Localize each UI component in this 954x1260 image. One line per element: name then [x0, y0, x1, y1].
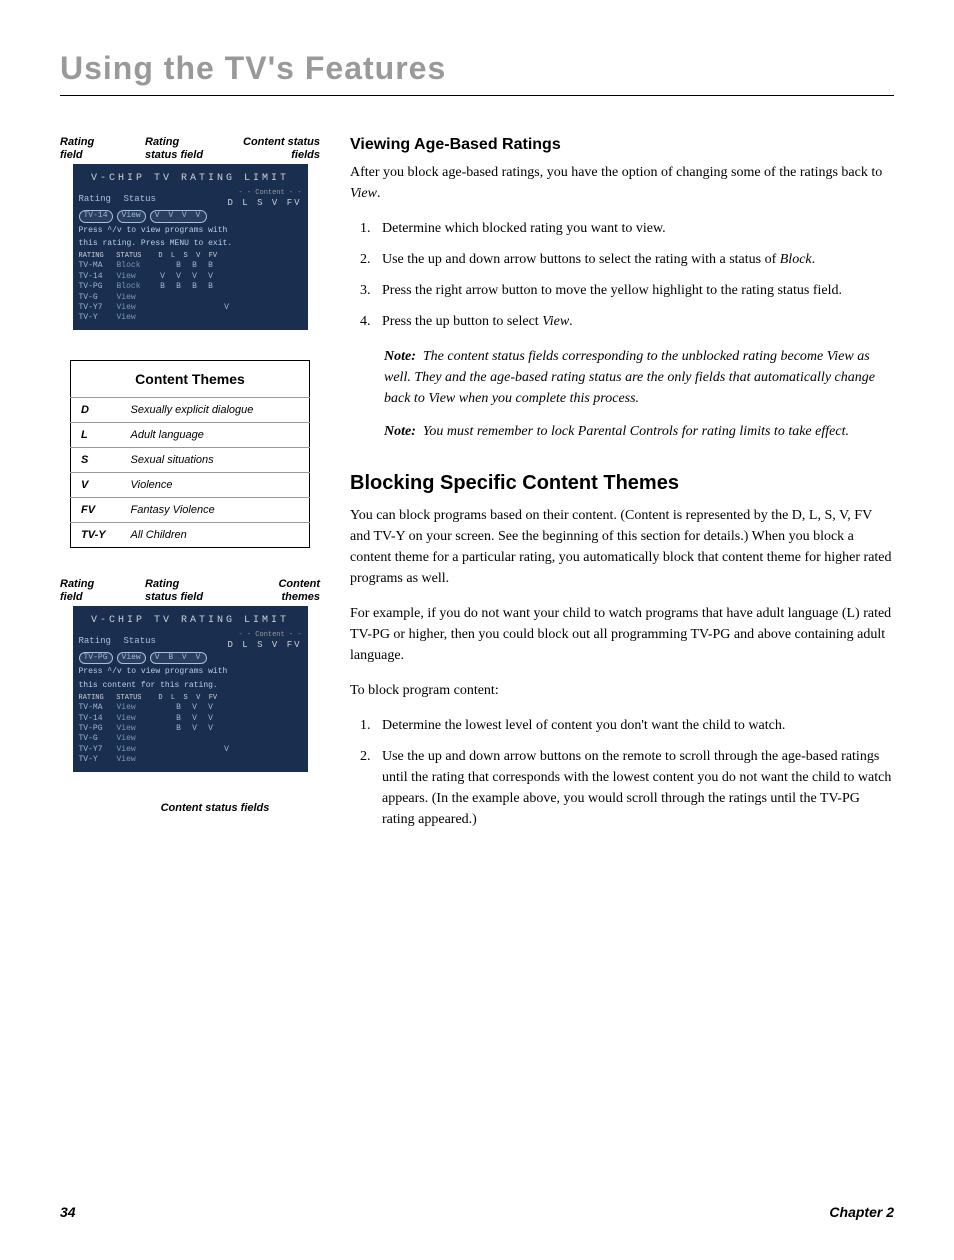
section2-steps: Determine the lowest level of content yo…: [350, 715, 894, 830]
rating-row: TV-14ViewVVVV: [79, 272, 302, 282]
fig1-label-rating: Rating field: [60, 136, 110, 162]
rating-row: TV-MABlockBBB: [79, 261, 302, 271]
rating-row: TV-PGBlockBBBB: [79, 282, 302, 292]
vchip-title-2: V-CHIP TV RATING LIMIT: [79, 614, 302, 627]
fig2-label-rating: Rating field: [60, 578, 110, 604]
rating-row: TV-YView: [79, 313, 302, 323]
section1-intro: After you block age-based ratings, you h…: [350, 162, 894, 204]
theme-row: SSexual situations: [71, 447, 310, 472]
section2-p2: For example, if you do not want your chi…: [350, 603, 894, 666]
status-header-2: Status: [124, 636, 174, 648]
selected-rating-pill-2: TV-PG: [79, 652, 113, 664]
section1-note2: Note: You must remember to lock Parental…: [384, 421, 894, 442]
selected-cells-pill-2: V B V V: [150, 652, 208, 664]
status-header: Status: [124, 194, 174, 206]
vchip-title-1: V-CHIP TV RATING LIMIT: [79, 172, 302, 185]
content-hint-2: - - Content - -: [174, 631, 302, 640]
rating-row: TV-GView: [79, 734, 302, 744]
s1-step3: Press the right arrow button to move the…: [374, 280, 894, 301]
chapter-label: Chapter 2: [829, 1204, 894, 1220]
section2-p3: To block program content:: [350, 680, 894, 701]
help-line-2-b: this content for this rating.: [79, 681, 302, 691]
rating-row: TV-YView: [79, 755, 302, 765]
vchip-box-1: V-CHIP TV RATING LIMIT Rating Status - -…: [73, 164, 308, 329]
section1-heading: Viewing Age-Based Ratings: [350, 136, 894, 154]
rating-header-2: Rating: [79, 636, 124, 648]
fig2-label-content: Content themes: [240, 578, 320, 604]
section2-p1: You can block programs based on their co…: [350, 505, 894, 589]
selected-status-pill: View: [117, 210, 146, 222]
rating-row: TV-Y7ViewV: [79, 745, 302, 755]
theme-row: FVFantasy Violence: [71, 497, 310, 522]
fig1-labels: Rating field Rating status field Content…: [60, 136, 320, 162]
col-headers-2: RATING STATUS D L S V FV: [79, 694, 302, 703]
selected-rating-pill: TV-14: [79, 210, 113, 222]
content-hint: - - Content - -: [174, 189, 302, 198]
fig2-labels: Rating field Rating status field Content…: [60, 578, 320, 604]
content-themes-table: Content Themes DSexually explicit dialog…: [70, 360, 310, 548]
s2-step1: Determine the lowest level of content yo…: [374, 715, 894, 736]
page-footer: 34 Chapter 2: [60, 1204, 894, 1220]
help-line-1: Press ^/v to view programs with: [79, 226, 302, 236]
theme-row: LAdult language: [71, 422, 310, 447]
help-line-2: this rating. Press MENU to exit.: [79, 239, 302, 249]
themes-title: Content Themes: [71, 360, 310, 397]
s1-step1: Determine which blocked rating you want …: [374, 218, 894, 239]
s1-step4: Press the up button to select View.: [374, 311, 894, 332]
right-column: Viewing Age-Based Ratings After you bloc…: [350, 136, 894, 844]
content-letters: D L S V FV: [174, 198, 302, 210]
col-headers: RATING STATUS D L S V FV: [79, 252, 302, 261]
theme-row: TV-YAll Children: [71, 522, 310, 547]
title-underline: [60, 95, 894, 96]
selected-cells-pill: V V V V: [150, 210, 208, 222]
rating-header: Rating: [79, 194, 124, 206]
content-letters-2: D L S V FV: [174, 640, 302, 652]
vchip-box-2: V-CHIP TV RATING LIMIT Rating Status - -…: [73, 606, 308, 771]
rating-row: TV-MAViewBVV: [79, 703, 302, 713]
section2-heading: Blocking Specific Content Themes: [350, 472, 894, 495]
fig1-label-status: Rating status field: [145, 136, 205, 162]
s1-step2: Use the up and down arrow buttons to sel…: [374, 249, 894, 270]
rating-row: TV-14ViewBVV: [79, 714, 302, 724]
fig2-bottom-label: Content status fields: [110, 802, 320, 814]
s2-step2: Use the up and down arrow buttons on the…: [374, 746, 894, 830]
selected-status-pill-2: View: [117, 652, 146, 664]
page-title: Using the TV's Features: [60, 50, 894, 87]
fig1-label-content: Content status fields: [240, 136, 320, 162]
theme-row: VViolence: [71, 472, 310, 497]
theme-row: DSexually explicit dialogue: [71, 397, 310, 422]
page-number: 34: [60, 1204, 76, 1220]
section1-note1: Note: The content status fields correspo…: [384, 346, 894, 409]
help-line-1-b: Press ^/v to view programs with: [79, 667, 302, 677]
fig2-label-status: Rating status field: [145, 578, 205, 604]
rating-row: TV-GView: [79, 293, 302, 303]
rating-row: TV-Y7ViewV: [79, 303, 302, 313]
section1-steps: Determine which blocked rating you want …: [350, 218, 894, 332]
left-column: Rating field Rating status field Content…: [60, 136, 320, 844]
rating-row: TV-PGViewBVV: [79, 724, 302, 734]
